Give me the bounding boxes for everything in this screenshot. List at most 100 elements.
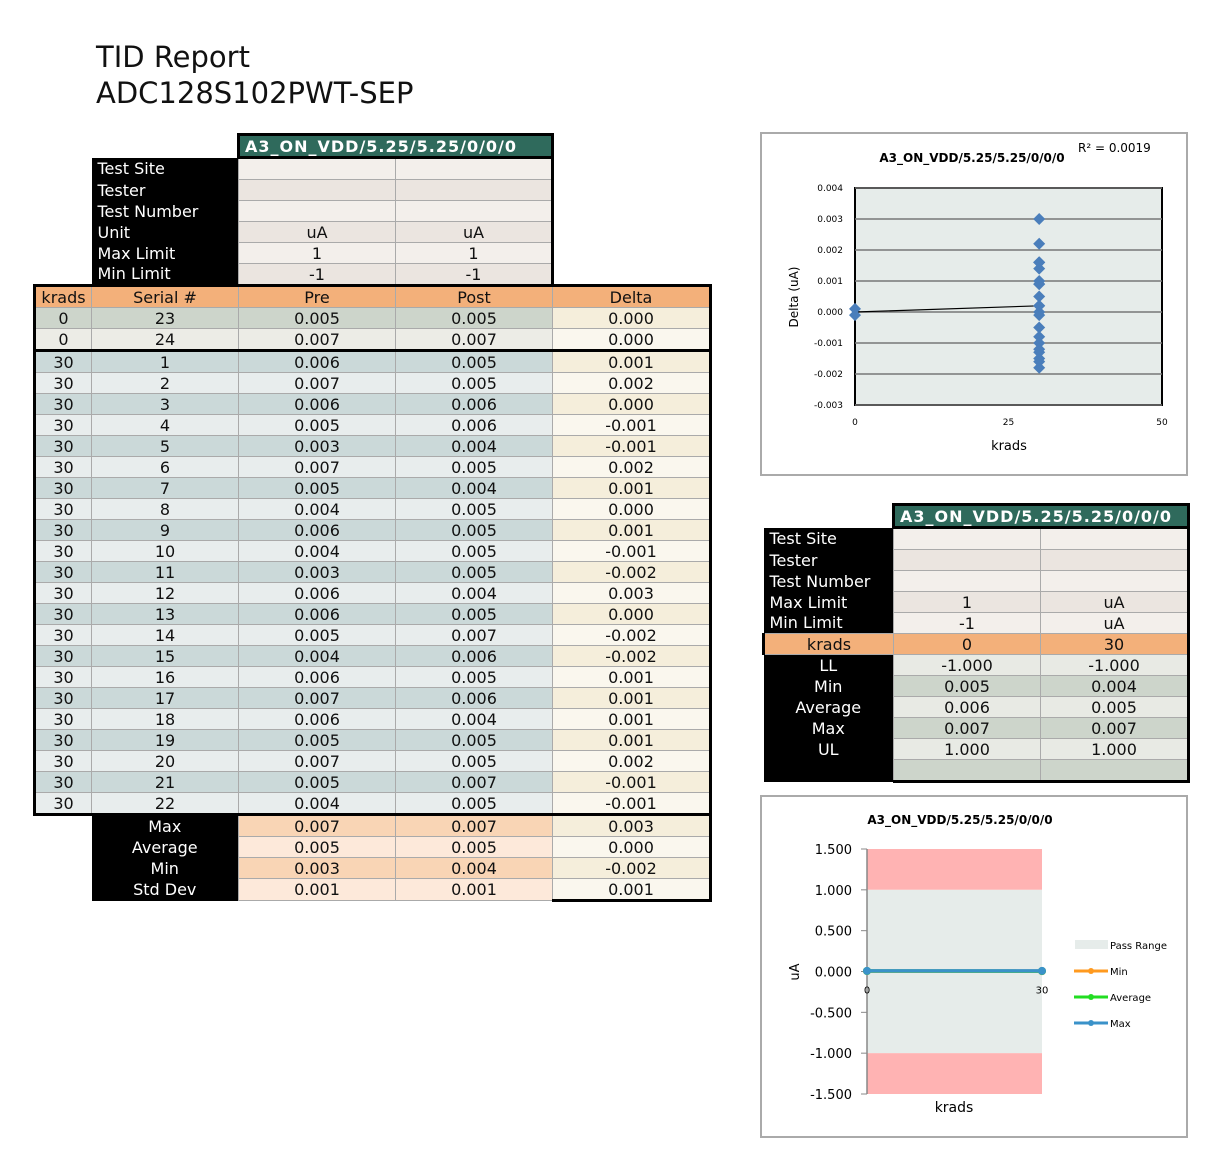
- data-point: [1033, 352, 1046, 365]
- cell-serial: 20: [91, 750, 239, 772]
- cell-delta: 0.001: [552, 666, 712, 688]
- info-row: Test Number: [763, 570, 1190, 592]
- cell-pre: 0.005: [238, 624, 396, 646]
- y-tick-label: -0.002: [814, 370, 843, 380]
- cell-pre: 0.006: [238, 603, 396, 625]
- table-row: 30 12 0.006 0.004 0.003: [33, 582, 712, 604]
- cell-pre: 0.006: [238, 708, 396, 730]
- cell-krads: 30: [33, 582, 92, 604]
- blank: [34, 134, 92, 158]
- info-value-2: [1040, 549, 1190, 571]
- stat-row: UL 1.000 1.000: [763, 738, 1190, 760]
- info-value-1: [893, 570, 1041, 592]
- blank: [34, 157, 92, 180]
- cell-krads: 30: [33, 666, 92, 688]
- krads-0: 0: [893, 633, 1041, 655]
- test-name-row: A3_ON_VDD/5.25/5.25/0/0/0: [763, 503, 1190, 529]
- info-pre-value: 1: [238, 242, 396, 264]
- stat-pre: 0.005: [238, 836, 396, 858]
- test-name-row: A3_ON_VDD/5.25/5.25/0/0/0: [34, 133, 711, 159]
- x-tick-label: 0: [864, 986, 870, 997]
- cell-pre: 0.006: [238, 666, 396, 688]
- y-tick-label: 0.000: [817, 308, 843, 318]
- r-squared-annotation: R² = 0.0019: [1078, 141, 1151, 155]
- x-axis-label: krads: [991, 439, 1027, 454]
- info-row: Test Number: [34, 200, 711, 222]
- cell-serial: 10: [91, 540, 239, 562]
- cell-pre: 0.006: [238, 393, 396, 415]
- blank: [552, 200, 711, 222]
- cell-krads: 30: [33, 519, 92, 541]
- table-row: 30 18 0.006 0.004 0.001: [33, 708, 712, 730]
- data-point: [1033, 361, 1046, 374]
- y-tick-label: 0.004: [817, 184, 843, 194]
- stat-pre: 0.001: [238, 878, 396, 901]
- column-header: Post: [395, 284, 553, 308]
- table-row: 30 2 0.007 0.005 0.002: [33, 372, 712, 394]
- cell-post: 0.004: [395, 582, 553, 604]
- stat-label: Min: [763, 675, 894, 697]
- cell-delta: 0.001: [552, 519, 712, 541]
- legend-label: Max: [1110, 1019, 1131, 1030]
- stat-pre: 0.007: [238, 814, 396, 837]
- info-label: Test Number: [763, 570, 894, 592]
- blank: [91, 134, 239, 158]
- info-pre-value: [238, 157, 396, 180]
- cell-post: 0.004: [395, 435, 553, 457]
- cell-post: 0.004: [395, 477, 553, 499]
- y-tick-label: -0.500: [810, 1006, 852, 1021]
- info-label: Tester: [91, 179, 239, 201]
- cell-serial: 18: [91, 708, 239, 730]
- cell-pre: 0.006: [238, 349, 396, 373]
- krads-label: krads: [762, 633, 894, 655]
- stat-pre: 0.003: [238, 857, 396, 879]
- data-point: [1033, 330, 1046, 343]
- stat-value-30: 0.005: [1040, 696, 1190, 718]
- info-label: Test Site: [91, 157, 239, 180]
- table-row: 30 11 0.003 0.005 -0.002: [33, 561, 712, 583]
- device-name: ADC128S102PWT-SEP: [96, 76, 414, 110]
- series-marker: [863, 966, 871, 975]
- y-tick-label: -1.000: [810, 1047, 852, 1062]
- stat-row: LL -1.000 -1.000: [763, 654, 1190, 676]
- cell-pre: 0.005: [238, 729, 396, 751]
- table-row: 0 24 0.007 0.007 0.000: [33, 328, 712, 351]
- cell-delta: -0.002: [552, 561, 712, 583]
- info-pre-value: [238, 179, 396, 201]
- cell-pre: 0.003: [238, 435, 396, 457]
- table-row: 30 19 0.005 0.005 0.001: [33, 729, 712, 751]
- cell-delta: 0.001: [552, 477, 712, 499]
- table-row: 30 22 0.004 0.005 -0.001: [33, 792, 712, 816]
- data-point: [1033, 237, 1046, 250]
- summary-data-table: A3_ON_VDD/5.25/5.25/0/0/0 Test Site Tester…: [762, 503, 1190, 783]
- info-value-1: -1: [893, 612, 1041, 634]
- stat-value-0: 0.007: [893, 717, 1041, 739]
- info-value-1: [893, 527, 1041, 550]
- cell-post: 0.007: [395, 624, 553, 646]
- table-row: 30 20 0.007 0.005 0.002: [33, 750, 712, 772]
- table-row: 30 13 0.006 0.005 0.000: [33, 603, 712, 625]
- cell-serial: 9: [91, 519, 239, 541]
- cell-krads: 30: [33, 414, 92, 436]
- stat-delta: 0.003: [552, 814, 712, 837]
- y-tick-label: 1.000: [815, 884, 852, 899]
- cell-delta: -0.002: [552, 645, 712, 667]
- data-point: [1033, 309, 1046, 322]
- cell-delta: 0.001: [552, 687, 712, 709]
- table-row: 30 3 0.006 0.006 0.000: [33, 393, 712, 415]
- stat-post: 0.001: [395, 878, 553, 901]
- blank: [34, 857, 92, 879]
- stat-label: Min: [91, 857, 239, 879]
- limits-line-chart: 1.500 1.000 0.500 0.000 -0.500 -1.000 -1.500 0 3…: [760, 795, 1188, 1138]
- cell-krads: 30: [33, 792, 92, 816]
- tid-table: A3_ON_VDD/5.25/5.25/0/0/0 Test Site Tester…: [33, 133, 712, 902]
- cell-delta: 0.000: [552, 498, 712, 520]
- cell-krads: 30: [33, 456, 92, 478]
- table-row: 30 14 0.005 0.007 -0.002: [33, 624, 712, 646]
- stats-row: Std Dev 0.001 0.001 0.001: [34, 878, 712, 902]
- info-post-value: 1: [395, 242, 554, 264]
- cell-delta: 0.002: [552, 372, 712, 394]
- stat-value-30: 0.004: [1040, 675, 1190, 697]
- table-row: 30 1 0.006 0.005 0.001: [33, 349, 712, 373]
